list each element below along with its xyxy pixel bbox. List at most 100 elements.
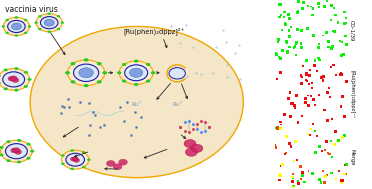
Point	[278, 165, 283, 168]
Point	[310, 123, 316, 126]
Point	[331, 64, 337, 67]
Point	[292, 104, 298, 107]
Point	[302, 101, 308, 104]
Point	[276, 178, 282, 181]
Point	[278, 123, 284, 126]
Point	[328, 172, 334, 175]
Circle shape	[41, 17, 58, 29]
Circle shape	[8, 20, 25, 33]
Circle shape	[12, 78, 19, 83]
Point	[300, 171, 306, 174]
Circle shape	[74, 158, 80, 162]
Point	[321, 109, 327, 112]
Text: $\mathit{Ru}^{?}$: $\mathit{Ru}^{?}$	[172, 100, 183, 109]
Circle shape	[61, 154, 65, 157]
Point	[331, 143, 337, 146]
Point	[318, 76, 324, 79]
Circle shape	[184, 139, 196, 148]
Circle shape	[68, 60, 105, 86]
Point	[326, 86, 332, 89]
Circle shape	[34, 22, 38, 24]
Point	[292, 45, 298, 48]
Point	[276, 56, 282, 59]
Point	[336, 170, 341, 173]
Point	[286, 29, 292, 32]
Point	[322, 181, 328, 184]
Point	[308, 5, 314, 8]
Circle shape	[57, 28, 60, 30]
Point	[305, 104, 311, 107]
Circle shape	[0, 82, 1, 84]
Point	[328, 65, 334, 68]
Point	[305, 169, 311, 172]
Circle shape	[0, 146, 4, 149]
Point	[281, 15, 287, 18]
Circle shape	[146, 63, 150, 66]
Point	[333, 177, 339, 180]
Text: vaccinia virus: vaccinia virus	[6, 5, 58, 14]
Point	[295, 10, 301, 13]
Point	[320, 34, 326, 37]
Point	[329, 155, 335, 158]
Point	[285, 13, 291, 16]
Point	[320, 169, 326, 172]
Circle shape	[65, 71, 70, 74]
Point	[294, 41, 299, 44]
Circle shape	[129, 68, 143, 77]
Point	[286, 17, 292, 20]
Point	[298, 46, 304, 49]
Point	[334, 139, 340, 142]
Circle shape	[117, 71, 121, 74]
Circle shape	[1, 25, 5, 28]
Point	[308, 95, 314, 98]
Point	[304, 59, 310, 62]
Point	[287, 91, 293, 94]
Point	[299, 29, 305, 32]
Circle shape	[0, 153, 4, 156]
Point	[331, 6, 337, 9]
Point	[344, 163, 350, 166]
Circle shape	[125, 65, 148, 81]
Point	[336, 139, 342, 142]
Point	[341, 115, 347, 118]
Point	[282, 113, 288, 116]
Circle shape	[97, 62, 102, 65]
Point	[310, 14, 315, 17]
Circle shape	[70, 157, 76, 161]
Point	[299, 7, 305, 10]
Point	[306, 74, 312, 77]
Point	[316, 93, 322, 96]
Point	[291, 46, 297, 49]
Circle shape	[24, 19, 28, 21]
Point	[331, 30, 337, 33]
Point	[306, 83, 312, 86]
Point	[317, 59, 323, 62]
Point	[289, 180, 295, 183]
Point	[275, 127, 281, 130]
Point	[298, 74, 304, 77]
Point	[279, 49, 285, 52]
Point	[328, 19, 334, 22]
Point	[312, 103, 318, 106]
Point	[299, 114, 305, 117]
Point	[283, 135, 289, 138]
Point	[318, 181, 324, 184]
Point	[279, 28, 285, 31]
Point	[274, 77, 280, 81]
Point	[298, 42, 304, 45]
Circle shape	[79, 68, 93, 78]
Point	[278, 13, 283, 16]
Circle shape	[151, 71, 155, 74]
Circle shape	[6, 140, 10, 143]
Point	[285, 50, 291, 53]
Point	[312, 58, 318, 61]
Point	[316, 5, 322, 9]
Point	[313, 151, 319, 154]
Circle shape	[3, 72, 25, 87]
Circle shape	[119, 61, 153, 84]
Circle shape	[119, 159, 128, 165]
Point	[316, 43, 322, 46]
Point	[276, 15, 282, 18]
Point	[310, 98, 316, 101]
Point	[295, 121, 301, 124]
